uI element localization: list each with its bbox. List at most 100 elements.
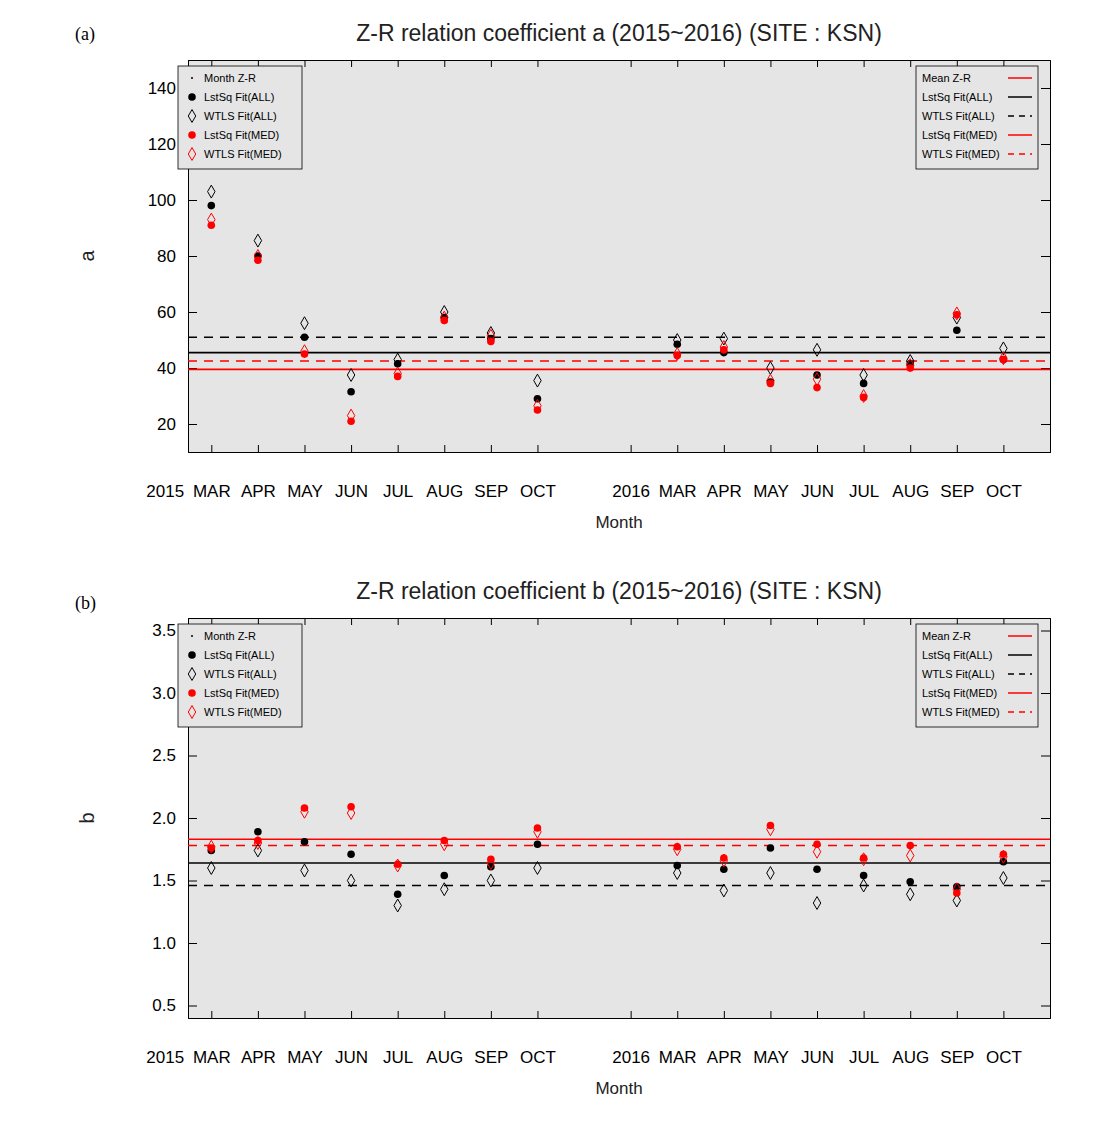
legend-line-sample <box>1008 153 1032 155</box>
y-tick <box>1041 631 1050 632</box>
x-tick: MAR <box>659 445 697 501</box>
x-tick <box>724 60 725 67</box>
data-point <box>301 864 308 877</box>
legend-label: Month Z-R <box>204 630 256 642</box>
x-tick: OCT <box>520 445 556 501</box>
data-point <box>767 867 774 880</box>
y-tick <box>1041 424 1050 425</box>
x-tick-label: APR <box>241 1048 276 1067</box>
y-tick-mark <box>188 818 197 819</box>
x-tick-label: JUN <box>335 482 368 501</box>
data-point <box>767 374 774 387</box>
x-tick <box>631 60 632 67</box>
legend-line-sample <box>1008 635 1032 637</box>
plot-background <box>188 618 1050 1018</box>
data-point <box>534 374 541 387</box>
x-tick-mark <box>957 1011 958 1018</box>
x-tick: 2016 <box>612 1011 650 1067</box>
x-tick-label: APR <box>707 1048 742 1067</box>
series <box>207 202 1007 403</box>
data-point <box>254 828 262 836</box>
y-tick <box>1041 256 1050 257</box>
x-axis-line <box>189 445 1051 453</box>
series <box>208 805 1008 895</box>
x-tick-label: AUG <box>892 1048 929 1067</box>
legend-marker <box>191 635 193 637</box>
x-tick-mark <box>910 618 911 625</box>
x-tick <box>537 618 538 625</box>
y-tick-label: 1.0 <box>152 934 176 953</box>
x-tick <box>910 618 911 625</box>
x-tick-mark <box>864 60 865 67</box>
data-point <box>953 326 961 334</box>
legend-line-sample <box>1008 673 1032 675</box>
legend-label: LstSq Fit(MED) <box>922 129 997 141</box>
legend-marker <box>191 77 193 79</box>
y-tick-mark <box>1041 881 1050 882</box>
data-point <box>953 883 960 896</box>
legend-marker <box>188 93 196 101</box>
x-tick: APR <box>707 445 742 501</box>
x-tick-mark <box>351 618 352 625</box>
data-point <box>953 311 960 324</box>
x-tick-label: 2016 <box>612 1048 650 1067</box>
x-tick <box>770 618 771 625</box>
legend-label: LstSq Fit(ALL) <box>922 91 992 103</box>
x-tick-mark <box>258 1011 259 1018</box>
data-point <box>394 353 401 366</box>
legend-label: Mean Z-R <box>922 630 971 642</box>
y-tick <box>1041 693 1050 694</box>
y-tick-label: 120 <box>148 135 176 154</box>
x-tick-label: AUG <box>426 1048 463 1067</box>
y-tick-mark <box>188 256 197 257</box>
data-point <box>301 805 308 818</box>
y-tick-mark <box>1041 631 1050 632</box>
x-tick-mark <box>677 618 678 625</box>
x-tick <box>398 618 399 625</box>
data-point <box>906 878 914 886</box>
y-tick <box>1041 88 1050 89</box>
x-tick <box>491 618 492 625</box>
x-tick: JUL <box>383 1011 413 1067</box>
x-tick-label: AUG <box>892 482 929 501</box>
x-tick: MAY <box>753 1011 789 1067</box>
x-tick-mark <box>351 60 352 67</box>
legend-marker <box>188 689 196 697</box>
legend-line-sample <box>1008 115 1032 117</box>
y-tick-mark <box>1041 256 1050 257</box>
data-point <box>440 872 448 880</box>
data-point <box>906 888 913 901</box>
data-point <box>906 849 913 862</box>
legend-label: WTLS Fit(ALL) <box>922 668 995 680</box>
legend-line-sample <box>1008 654 1032 656</box>
y-axis-right-line <box>1041 61 1051 453</box>
y-tick-mark <box>1041 200 1050 201</box>
y-tick <box>1041 312 1050 313</box>
x-tick: JUN <box>335 1011 368 1067</box>
data-point <box>720 341 727 354</box>
legend: Month Z-RLstSq Fit(ALL)WTLS Fit(ALL)LstS… <box>178 624 302 727</box>
x-tick-mark <box>304 1011 305 1018</box>
data-point <box>1000 352 1007 365</box>
x-tick-label: JUN <box>801 482 834 501</box>
x-tick-label: AUG <box>426 482 463 501</box>
data-point <box>720 332 727 345</box>
x-tick-mark <box>258 445 259 452</box>
x-tick <box>724 618 725 625</box>
x-tick-mark <box>1003 445 1004 452</box>
y-tick: 2.5 <box>152 746 197 765</box>
data-point <box>813 845 820 858</box>
x-tick: MAR <box>659 1011 697 1067</box>
x-tick <box>677 618 678 625</box>
x-tick-mark <box>631 445 632 452</box>
y-tick-label: 140 <box>148 79 176 98</box>
data-point <box>860 853 867 866</box>
x-tick: MAY <box>753 445 789 501</box>
legend-marker <box>188 668 195 681</box>
x-tick-label: JUN <box>801 1048 834 1067</box>
x-tick-mark <box>677 60 678 67</box>
data-point <box>813 373 820 386</box>
legend-marker <box>188 706 195 719</box>
data-point <box>441 838 448 851</box>
y-tick-label: 60 <box>157 303 176 322</box>
